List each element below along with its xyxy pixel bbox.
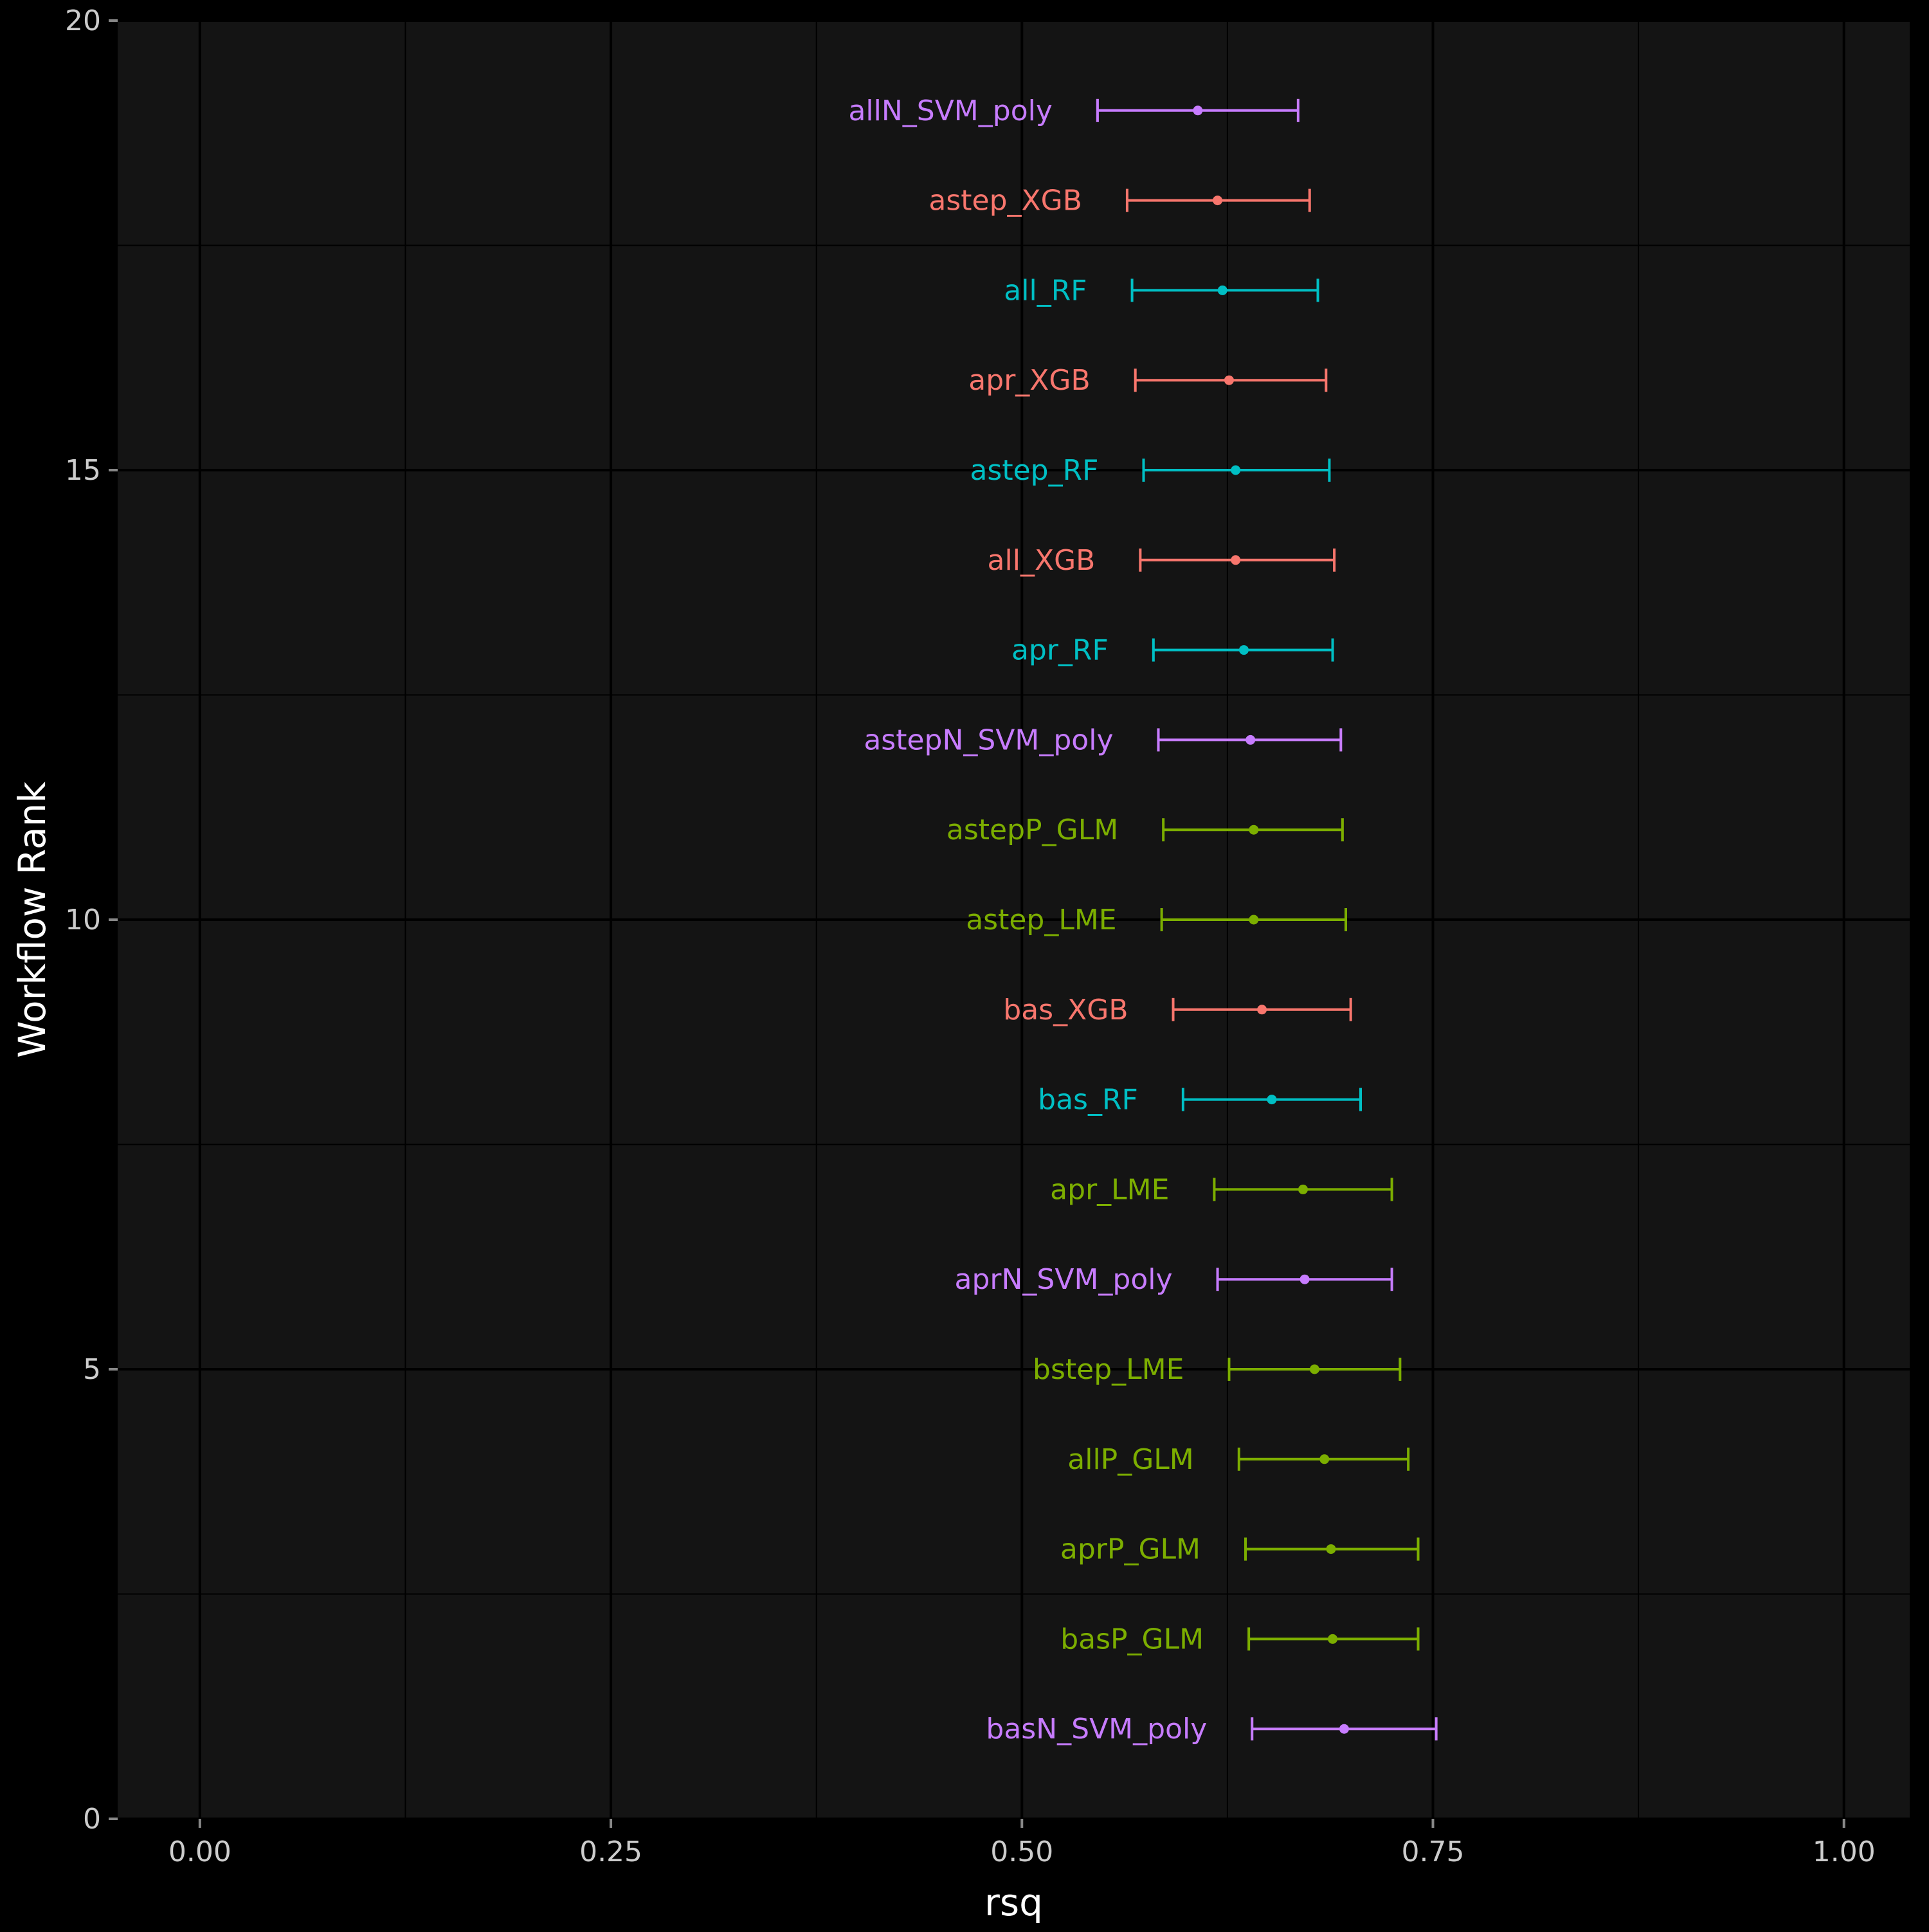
x-tick-label: 0.25 [579, 1836, 642, 1868]
point-marker [1339, 1724, 1349, 1734]
workflow-point-group: bas_RF [1038, 1084, 1363, 1116]
point-label: apr_LME [1050, 1173, 1169, 1206]
point-label: bas_XGB [1003, 994, 1128, 1026]
y-tick-label: 5 [83, 1353, 101, 1386]
workflow-point-group: allN_SVM_poly [848, 95, 1300, 127]
point-marker [1217, 285, 1227, 295]
point-marker [1300, 1274, 1310, 1284]
point-label: allP_GLM [1067, 1443, 1194, 1476]
point-label: astep_XGB [928, 185, 1082, 217]
major-gridlines [118, 19, 1910, 1820]
workflow-point-group: aprP_GLM [1060, 1533, 1420, 1566]
workflow-point-group: basP_GLM [1060, 1623, 1420, 1655]
workflow-point-group: astep_RF [970, 454, 1331, 487]
workflow-point-group: apr_LME [1050, 1173, 1393, 1206]
point-marker [1231, 555, 1241, 565]
x-tick-label: 0.00 [168, 1836, 231, 1868]
point-marker [1249, 915, 1259, 925]
y-tick-label: 10 [65, 904, 101, 936]
y-tick-label: 15 [65, 454, 101, 487]
point-marker [1249, 825, 1259, 835]
workflow-point-group: apr_RF [1011, 634, 1334, 667]
workflow-point-group: astepN_SVM_poly [864, 724, 1343, 756]
point-label: allN_SVM_poly [848, 95, 1052, 127]
point-marker [1245, 734, 1256, 745]
point-marker [1298, 1184, 1309, 1194]
point-label: astep_LME [966, 904, 1116, 936]
workflow-point-group: aprN_SVM_poly [955, 1263, 1393, 1296]
point-marker [1231, 465, 1241, 475]
x-tick-label: 0.75 [1402, 1836, 1465, 1868]
point-label: apr_RF [1011, 634, 1109, 667]
point-marker [1257, 1005, 1267, 1015]
x-tick-label: 0.50 [990, 1836, 1053, 1868]
point-marker [1319, 1454, 1330, 1464]
point-label: all_XGB [988, 544, 1096, 577]
y-axis: 0 5 10 15 20 [65, 5, 118, 1836]
point-label: basN_SVM_poly [986, 1713, 1207, 1745]
workflow-point-group: all_RF [1004, 274, 1319, 307]
point-marker [1328, 1634, 1338, 1644]
point-label: bas_RF [1038, 1084, 1138, 1116]
workflow-point-group: basN_SVM_poly [986, 1713, 1438, 1745]
point-label: all_RF [1004, 274, 1087, 307]
point-label: aprP_GLM [1060, 1533, 1200, 1566]
data-marks: basN_SVM_poly basP_GLM aprP_GLM allP_GLM bst… [848, 95, 1438, 1745]
y-axis-title: Workflow Rank [10, 781, 54, 1058]
point-label: basP_GLM [1060, 1623, 1204, 1655]
workflow-point-group: astepP_GLM [946, 814, 1344, 846]
point-label: astep_RF [970, 454, 1098, 487]
point-marker [1309, 1364, 1319, 1374]
point-marker [1224, 375, 1234, 385]
point-label: aprN_SVM_poly [955, 1263, 1173, 1296]
y-tick-label: 20 [65, 5, 101, 37]
x-tick-label: 1.00 [1813, 1836, 1876, 1868]
point-marker [1326, 1544, 1336, 1554]
workflow-point-group: allP_GLM [1067, 1443, 1410, 1476]
workflow-point-group: astep_LME [966, 904, 1347, 936]
point-label: astepN_SVM_poly [864, 724, 1113, 756]
workflow-point-group: bas_XGB [1003, 994, 1352, 1026]
y-tick-label: 0 [83, 1803, 101, 1836]
point-marker [1238, 645, 1249, 655]
workflow-point-group: all_XGB [988, 544, 1336, 577]
workflow-point-group: bstep_LME [1033, 1353, 1402, 1386]
point-marker [1193, 105, 1203, 116]
point-label: astepP_GLM [946, 814, 1118, 846]
point-marker [1213, 196, 1223, 206]
point-label: apr_XGB [968, 364, 1090, 397]
workflow-point-group: apr_XGB [968, 364, 1328, 397]
point-label: bstep_LME [1033, 1353, 1184, 1386]
point-marker [1267, 1095, 1277, 1105]
x-axis: 0.00 0.25 0.50 0.75 1.00 [168, 1819, 1876, 1868]
x-axis-title: rsq [984, 1881, 1043, 1924]
workflow-point-group: astep_XGB [928, 185, 1311, 217]
